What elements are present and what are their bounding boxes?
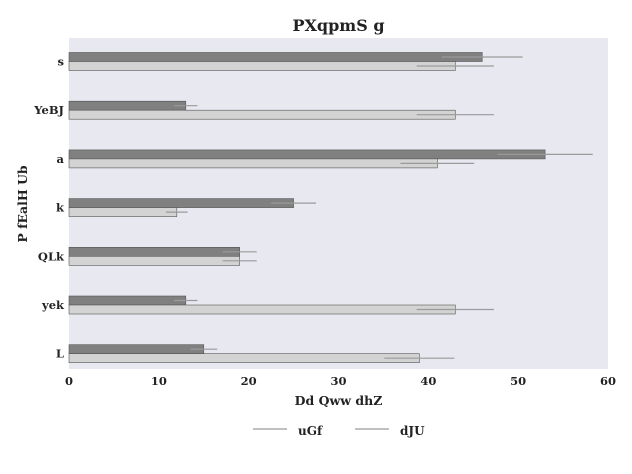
x-tick-label: 10 — [151, 374, 167, 388]
x-tick-label: 50 — [510, 374, 526, 388]
bar-dJU-s — [68, 61, 456, 71]
bar-uGf-YeBJ — [68, 100, 187, 111]
legend-label-uGf: uGf — [298, 424, 323, 438]
x-axis-label: Dd Qww dhZ — [295, 393, 383, 408]
bar-uGf-L — [68, 344, 205, 355]
y-axis-label: P fEalH Ub — [15, 165, 30, 243]
y-tick-label: s — [58, 55, 64, 69]
y-tick-label: L — [56, 347, 64, 361]
chart-title: PXqpmS g — [292, 16, 384, 35]
error-bars-layer — [166, 56, 593, 359]
legend: uGf dJU — [253, 424, 425, 438]
x-tick-label: 30 — [330, 374, 346, 388]
bar-dJU-QLk — [68, 255, 240, 266]
bar-uGf-k — [68, 198, 294, 208]
y-tick-label: a — [57, 152, 65, 166]
bar-uGf-QLk — [68, 247, 240, 257]
x-tick-labels: 0 10 20 30 40 50 60 — [65, 374, 616, 388]
bar-dJU-yek — [68, 304, 456, 315]
y-tick-label: QLk — [38, 249, 65, 263]
y-tick-label: k — [56, 201, 65, 215]
bars-layer — [68, 52, 546, 364]
x-tick-label: 20 — [241, 374, 257, 388]
bar-dJU-k — [68, 207, 178, 217]
x-tick-label: 40 — [420, 374, 436, 388]
bar-uGf-yek — [68, 295, 187, 306]
legend-label-dJU: dJU — [400, 424, 425, 438]
x-tick-label: 60 — [600, 374, 616, 388]
x-tick-label: 0 — [65, 374, 73, 388]
bar-dJU-L — [68, 353, 420, 364]
bar-dJU-a — [68, 158, 438, 169]
bar-uGf-s — [68, 52, 483, 62]
y-tick-labels: s YeBJ a k QLk yek L — [33, 55, 65, 361]
y-tick-label: yek — [41, 298, 65, 312]
y-tick-label: YeBJ — [33, 103, 64, 117]
bar-uGf-a — [68, 149, 546, 160]
bar-dJU-YeBJ — [68, 109, 456, 120]
